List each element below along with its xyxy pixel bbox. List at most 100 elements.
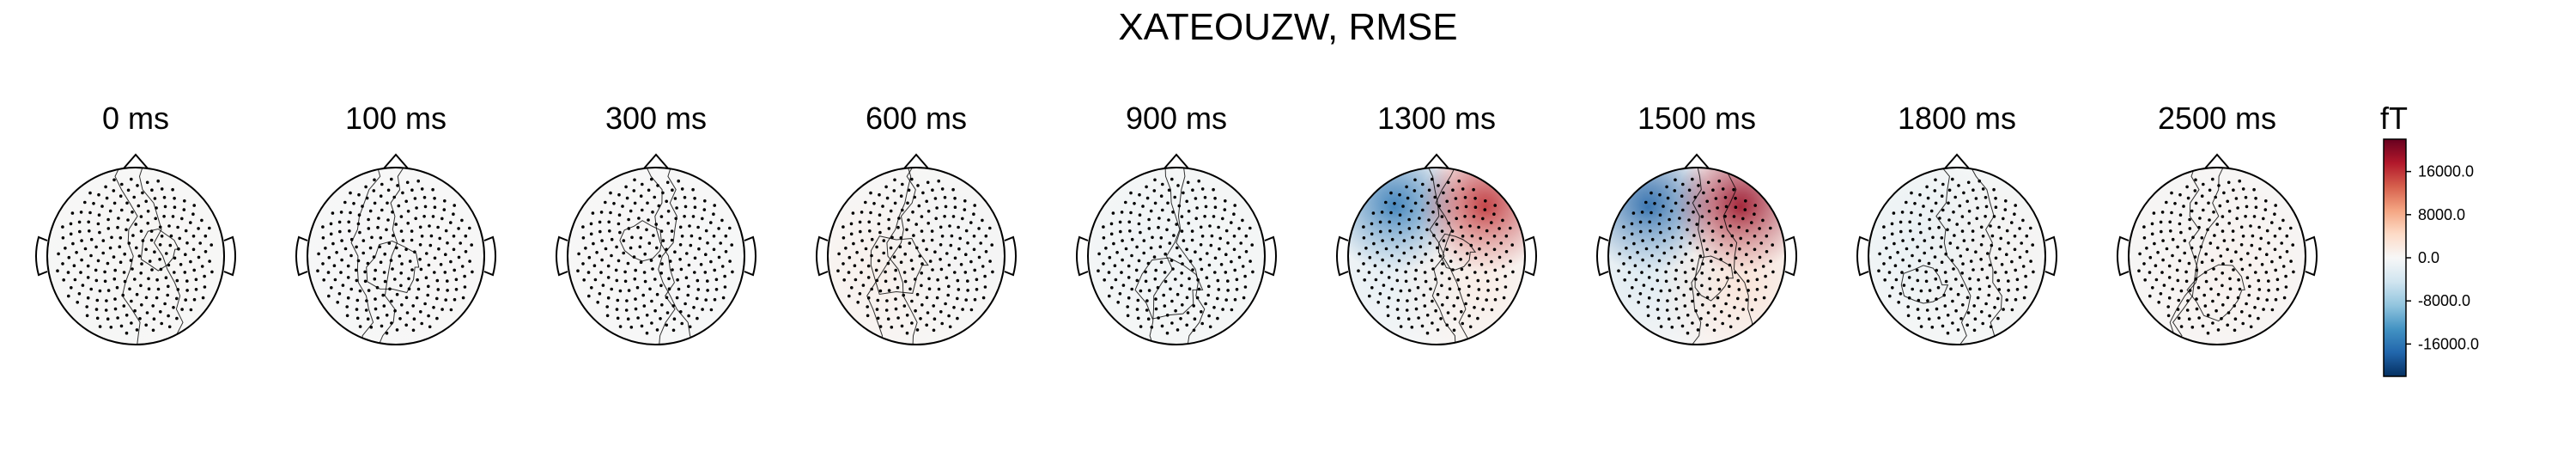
- sensor-dot: [120, 182, 124, 186]
- sensor-dot: [1129, 191, 1133, 195]
- sensor-dot: [391, 211, 394, 214]
- sensor-dot: [1745, 253, 1748, 257]
- sensor-dot: [1224, 298, 1228, 302]
- sensor-dot: [145, 180, 149, 185]
- sensor-dot: [633, 277, 637, 281]
- sensor-dot: [679, 310, 683, 314]
- sensor-dot: [1708, 287, 1712, 291]
- sensor-dot: [665, 247, 668, 252]
- sensor-dot: [673, 250, 677, 254]
- sensor-dot: [2284, 285, 2288, 289]
- sensor-dot: [1922, 205, 1925, 208]
- sensor-dot: [87, 220, 90, 224]
- sensor-dot: [981, 296, 986, 300]
- sensor-dot: [2004, 271, 2008, 274]
- sensor-dot: [459, 241, 462, 245]
- sensor-dot: [947, 263, 951, 267]
- sensor-dot: [1968, 277, 1971, 281]
- sensor-dot: [1706, 311, 1710, 314]
- sensor-dot: [2143, 278, 2147, 282]
- sensor-dot: [406, 222, 410, 225]
- sensor-dot: [956, 278, 960, 283]
- sensor-dot: [1170, 177, 1174, 181]
- sensor-dot: [1965, 296, 1970, 300]
- sensor-dot: [167, 314, 170, 318]
- sensor-dot: [376, 316, 380, 320]
- sensor-dot: [1382, 284, 1386, 287]
- nose-outline: [123, 153, 149, 169]
- sensor-dot: [1638, 292, 1643, 296]
- sensor-dot: [1753, 204, 1757, 207]
- sensor-dot: [647, 218, 650, 222]
- sensor-dot: [984, 234, 988, 238]
- sensor-dot: [389, 259, 393, 262]
- sensor-dot: [1978, 287, 1982, 291]
- sensor-dot: [1721, 321, 1724, 326]
- sensor-dot: [939, 310, 943, 314]
- sensor-dot: [322, 278, 326, 282]
- left-ear-outline: [1336, 235, 1349, 277]
- sensor-dot: [2270, 259, 2274, 264]
- sensor-dot: [1472, 215, 1476, 218]
- sensor-dot: [872, 202, 876, 205]
- sensor-dot: [966, 289, 969, 292]
- sensor-dot: [2280, 241, 2283, 245]
- sensor-dot: [1747, 279, 1750, 283]
- sensor-dot: [696, 225, 700, 229]
- sensor-dot: [641, 293, 645, 297]
- sensor-dot: [1936, 285, 1941, 290]
- sensor-dot: [2029, 259, 2032, 263]
- sensor-dot: [963, 271, 968, 274]
- sensor-dot: [178, 236, 181, 241]
- sensor-dot: [2215, 223, 2219, 226]
- sensor-dot: [1176, 292, 1180, 296]
- sensor-dot: [2254, 256, 2258, 260]
- sensor-dot: [444, 229, 448, 233]
- sensor-dot: [1459, 258, 1462, 261]
- sensor-dot: [1649, 211, 1653, 215]
- sensor-dot: [848, 255, 852, 259]
- sensor-dot: [393, 278, 397, 281]
- sensor-dot: [866, 305, 869, 308]
- sensor-dot: [598, 229, 602, 234]
- sensor-dot: [1923, 239, 1927, 242]
- sensor-dot: [1188, 277, 1191, 281]
- sensor-dot: [1395, 308, 1400, 311]
- sensor-dot: [1390, 237, 1394, 241]
- sensor-dot: [2204, 279, 2208, 284]
- sensor-dot: [957, 288, 961, 291]
- sensor-dot: [1994, 205, 1998, 209]
- sensor-dot: [184, 253, 187, 257]
- sensor-dot: [149, 238, 154, 242]
- sensor-dot: [713, 204, 716, 207]
- sensor-dot: [457, 227, 460, 230]
- topomap-contour-loop: [870, 235, 929, 296]
- sensor-dot: [692, 306, 696, 309]
- sensor-dot: [454, 288, 459, 291]
- sensor-dot: [587, 255, 592, 259]
- sensor-dot: [130, 321, 133, 325]
- sensor-dot: [1451, 188, 1455, 192]
- sensor-dot: [330, 286, 333, 290]
- sensor-dot: [2200, 236, 2204, 240]
- sensor-dot: [1940, 194, 1944, 198]
- sensor-dot: [383, 252, 387, 256]
- sensor-dot: [627, 289, 631, 292]
- sensor-dot: [416, 179, 421, 183]
- sensor-dot: [423, 302, 427, 306]
- sensor-dot: [724, 250, 728, 253]
- sensor-dot: [1372, 241, 1376, 246]
- sensor-dot: [2285, 250, 2289, 253]
- sensor-dot: [321, 236, 325, 240]
- sensor-dot: [1152, 189, 1157, 192]
- sensor-dot: [1437, 184, 1440, 187]
- sensor-dot: [1670, 326, 1674, 329]
- sensor-dot: [1456, 278, 1460, 282]
- sensor-dot: [1186, 180, 1190, 185]
- sensor-dot: [412, 317, 416, 321]
- sensor-dot: [1728, 314, 1731, 318]
- sensor-dot: [2265, 229, 2269, 233]
- sensor-dot: [1178, 254, 1182, 258]
- sensor-dot: [352, 202, 355, 205]
- sensor-dot: [728, 259, 732, 263]
